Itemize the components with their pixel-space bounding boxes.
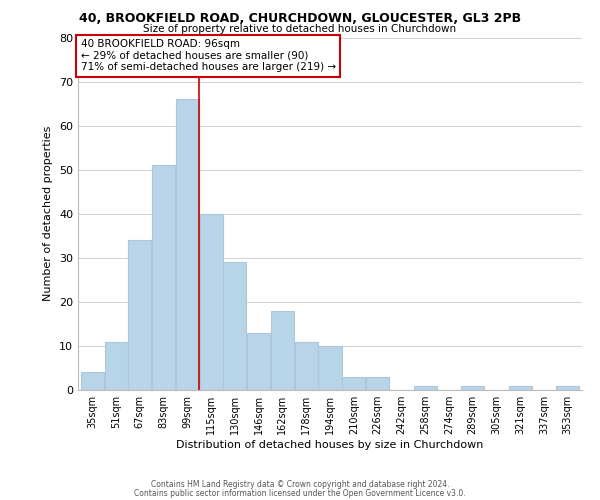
Bar: [152, 166, 175, 390]
Bar: [200, 214, 223, 390]
Bar: [81, 372, 104, 390]
Bar: [366, 377, 389, 390]
Text: Contains public sector information licensed under the Open Government Licence v3: Contains public sector information licen…: [134, 489, 466, 498]
Bar: [128, 240, 151, 390]
Bar: [176, 99, 199, 390]
X-axis label: Distribution of detached houses by size in Churchdown: Distribution of detached houses by size …: [176, 440, 484, 450]
Text: 40 BROOKFIELD ROAD: 96sqm
← 29% of detached houses are smaller (90)
71% of semi-: 40 BROOKFIELD ROAD: 96sqm ← 29% of detac…: [80, 40, 335, 72]
Bar: [271, 310, 294, 390]
Text: 40, BROOKFIELD ROAD, CHURCHDOWN, GLOUCESTER, GL3 2PB: 40, BROOKFIELD ROAD, CHURCHDOWN, GLOUCES…: [79, 12, 521, 26]
Bar: [461, 386, 484, 390]
Bar: [556, 386, 579, 390]
Bar: [223, 262, 247, 390]
Bar: [342, 377, 365, 390]
Bar: [319, 346, 341, 390]
Bar: [247, 332, 270, 390]
Bar: [509, 386, 532, 390]
Bar: [295, 342, 318, 390]
Text: Size of property relative to detached houses in Churchdown: Size of property relative to detached ho…: [143, 24, 457, 34]
Bar: [413, 386, 437, 390]
Text: Contains HM Land Registry data © Crown copyright and database right 2024.: Contains HM Land Registry data © Crown c…: [151, 480, 449, 489]
Bar: [104, 342, 128, 390]
Y-axis label: Number of detached properties: Number of detached properties: [43, 126, 53, 302]
